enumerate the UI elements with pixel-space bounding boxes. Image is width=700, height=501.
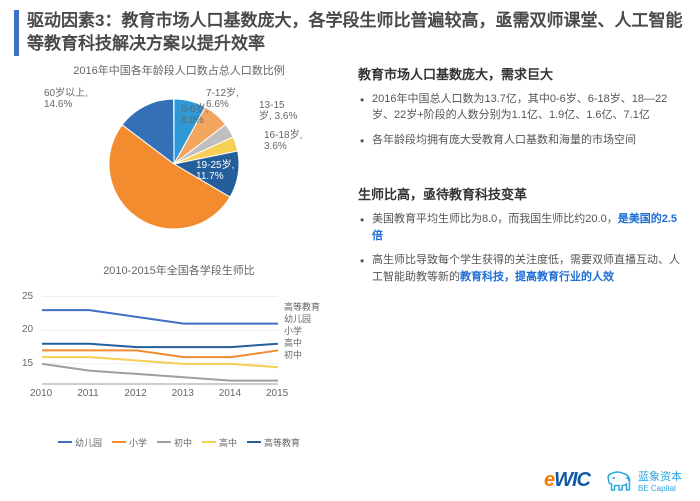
legend-item: 高等教育	[247, 436, 300, 449]
left-column: 2016年中国各年龄段人口数占总人口数比例 0-6岁,8.0%7-12岁,6.6…	[14, 62, 344, 449]
x-tick: 2011	[77, 388, 99, 399]
pie-slice-label: 26-60岁,51.8%	[84, 198, 122, 221]
pie-chart: 0-6岁,8.0%7-12岁,6.6% 13-15岁, 3.6% 16-18岁,3.…	[14, 82, 334, 262]
lanxiang-logo: 蓝象资本BE Capital	[604, 468, 682, 493]
section1-bullet2: 各年龄段均拥有庞大受教育人口基数和海量的市场空间	[358, 132, 686, 149]
logos: eWIC 蓝象资本BE Capital	[544, 468, 682, 493]
pie-slice-label: 7-12岁,6.6%	[206, 88, 239, 111]
pie-slice-label: 19-25岁,11.7%	[196, 160, 234, 183]
legend-item: 高中	[202, 436, 237, 449]
y-tick: 15	[22, 358, 33, 369]
pie-slice-label: 13-15岁, 3.6%	[259, 100, 297, 123]
elephant-icon	[604, 469, 634, 493]
series-side-label: 高等教育	[284, 302, 320, 313]
x-tick: 2015	[266, 388, 288, 399]
pie-slice-label: 60岁以上,14.6%	[44, 88, 88, 111]
x-tick: 2010	[30, 388, 52, 399]
series-side-label: 初中	[284, 350, 302, 361]
pie-slice-label: 16-18岁,3.6%	[264, 130, 302, 153]
section2-title: 生师比高，亟待教育科技变革	[358, 184, 686, 203]
pie-slice-label: 0-6岁,8.0%	[181, 104, 208, 127]
lx-sub: BE Capital	[638, 484, 682, 493]
title-accent-bar	[14, 10, 19, 56]
x-tick: 2014	[219, 388, 241, 399]
legend-item: 小学	[112, 436, 147, 449]
series-side-label: 高中	[284, 338, 302, 349]
line-chart-title: 2010-2015年全国各学段生师比	[14, 262, 344, 278]
series-side-label: 幼儿园	[284, 314, 311, 325]
lx-name: 蓝象资本	[638, 468, 682, 484]
series-side-label: 小学	[284, 326, 302, 337]
section2-bullet1: 美国教育平均生师比为8.0，而我国生师比约20.0，是美国的2.5倍	[358, 211, 686, 244]
ewic-logo: eWIC	[544, 469, 590, 492]
section1-title: 教育市场人口基数庞大，需求巨大	[358, 64, 686, 83]
y-tick: 25	[22, 291, 33, 302]
x-tick: 2012	[124, 388, 146, 399]
line-chart-legend: 幼儿园小学初中高中高等教育	[14, 436, 344, 449]
line-chart: 15 20 25 2010 2011 2012 2013 2014 2015 高等教育幼儿园小学高…	[14, 284, 334, 434]
x-tick: 2013	[172, 388, 194, 399]
right-column: 教育市场人口基数庞大，需求巨大 2016年中国总人口数为13.7亿，其中0-6岁…	[344, 62, 686, 449]
legend-item: 幼儿园	[58, 436, 102, 449]
section2-bullet2: 高生师比导致每个学生获得的关注度低，需要双师直播互动、人工智能助教等新的教育科技…	[358, 252, 686, 285]
section1-bullet1: 2016年中国总人口数为13.7亿，其中0-6岁、6-18岁、18—22岁、22…	[358, 91, 686, 124]
page-title: 驱动因素3：教育市场人口基数庞大，各学段生师比普遍较高，亟需双师课堂、人工智能等…	[27, 10, 686, 56]
pie-chart-title: 2016年中国各年龄段人口数占总人口数比例	[14, 62, 344, 78]
y-tick: 20	[22, 324, 33, 335]
legend-item: 初中	[157, 436, 192, 449]
